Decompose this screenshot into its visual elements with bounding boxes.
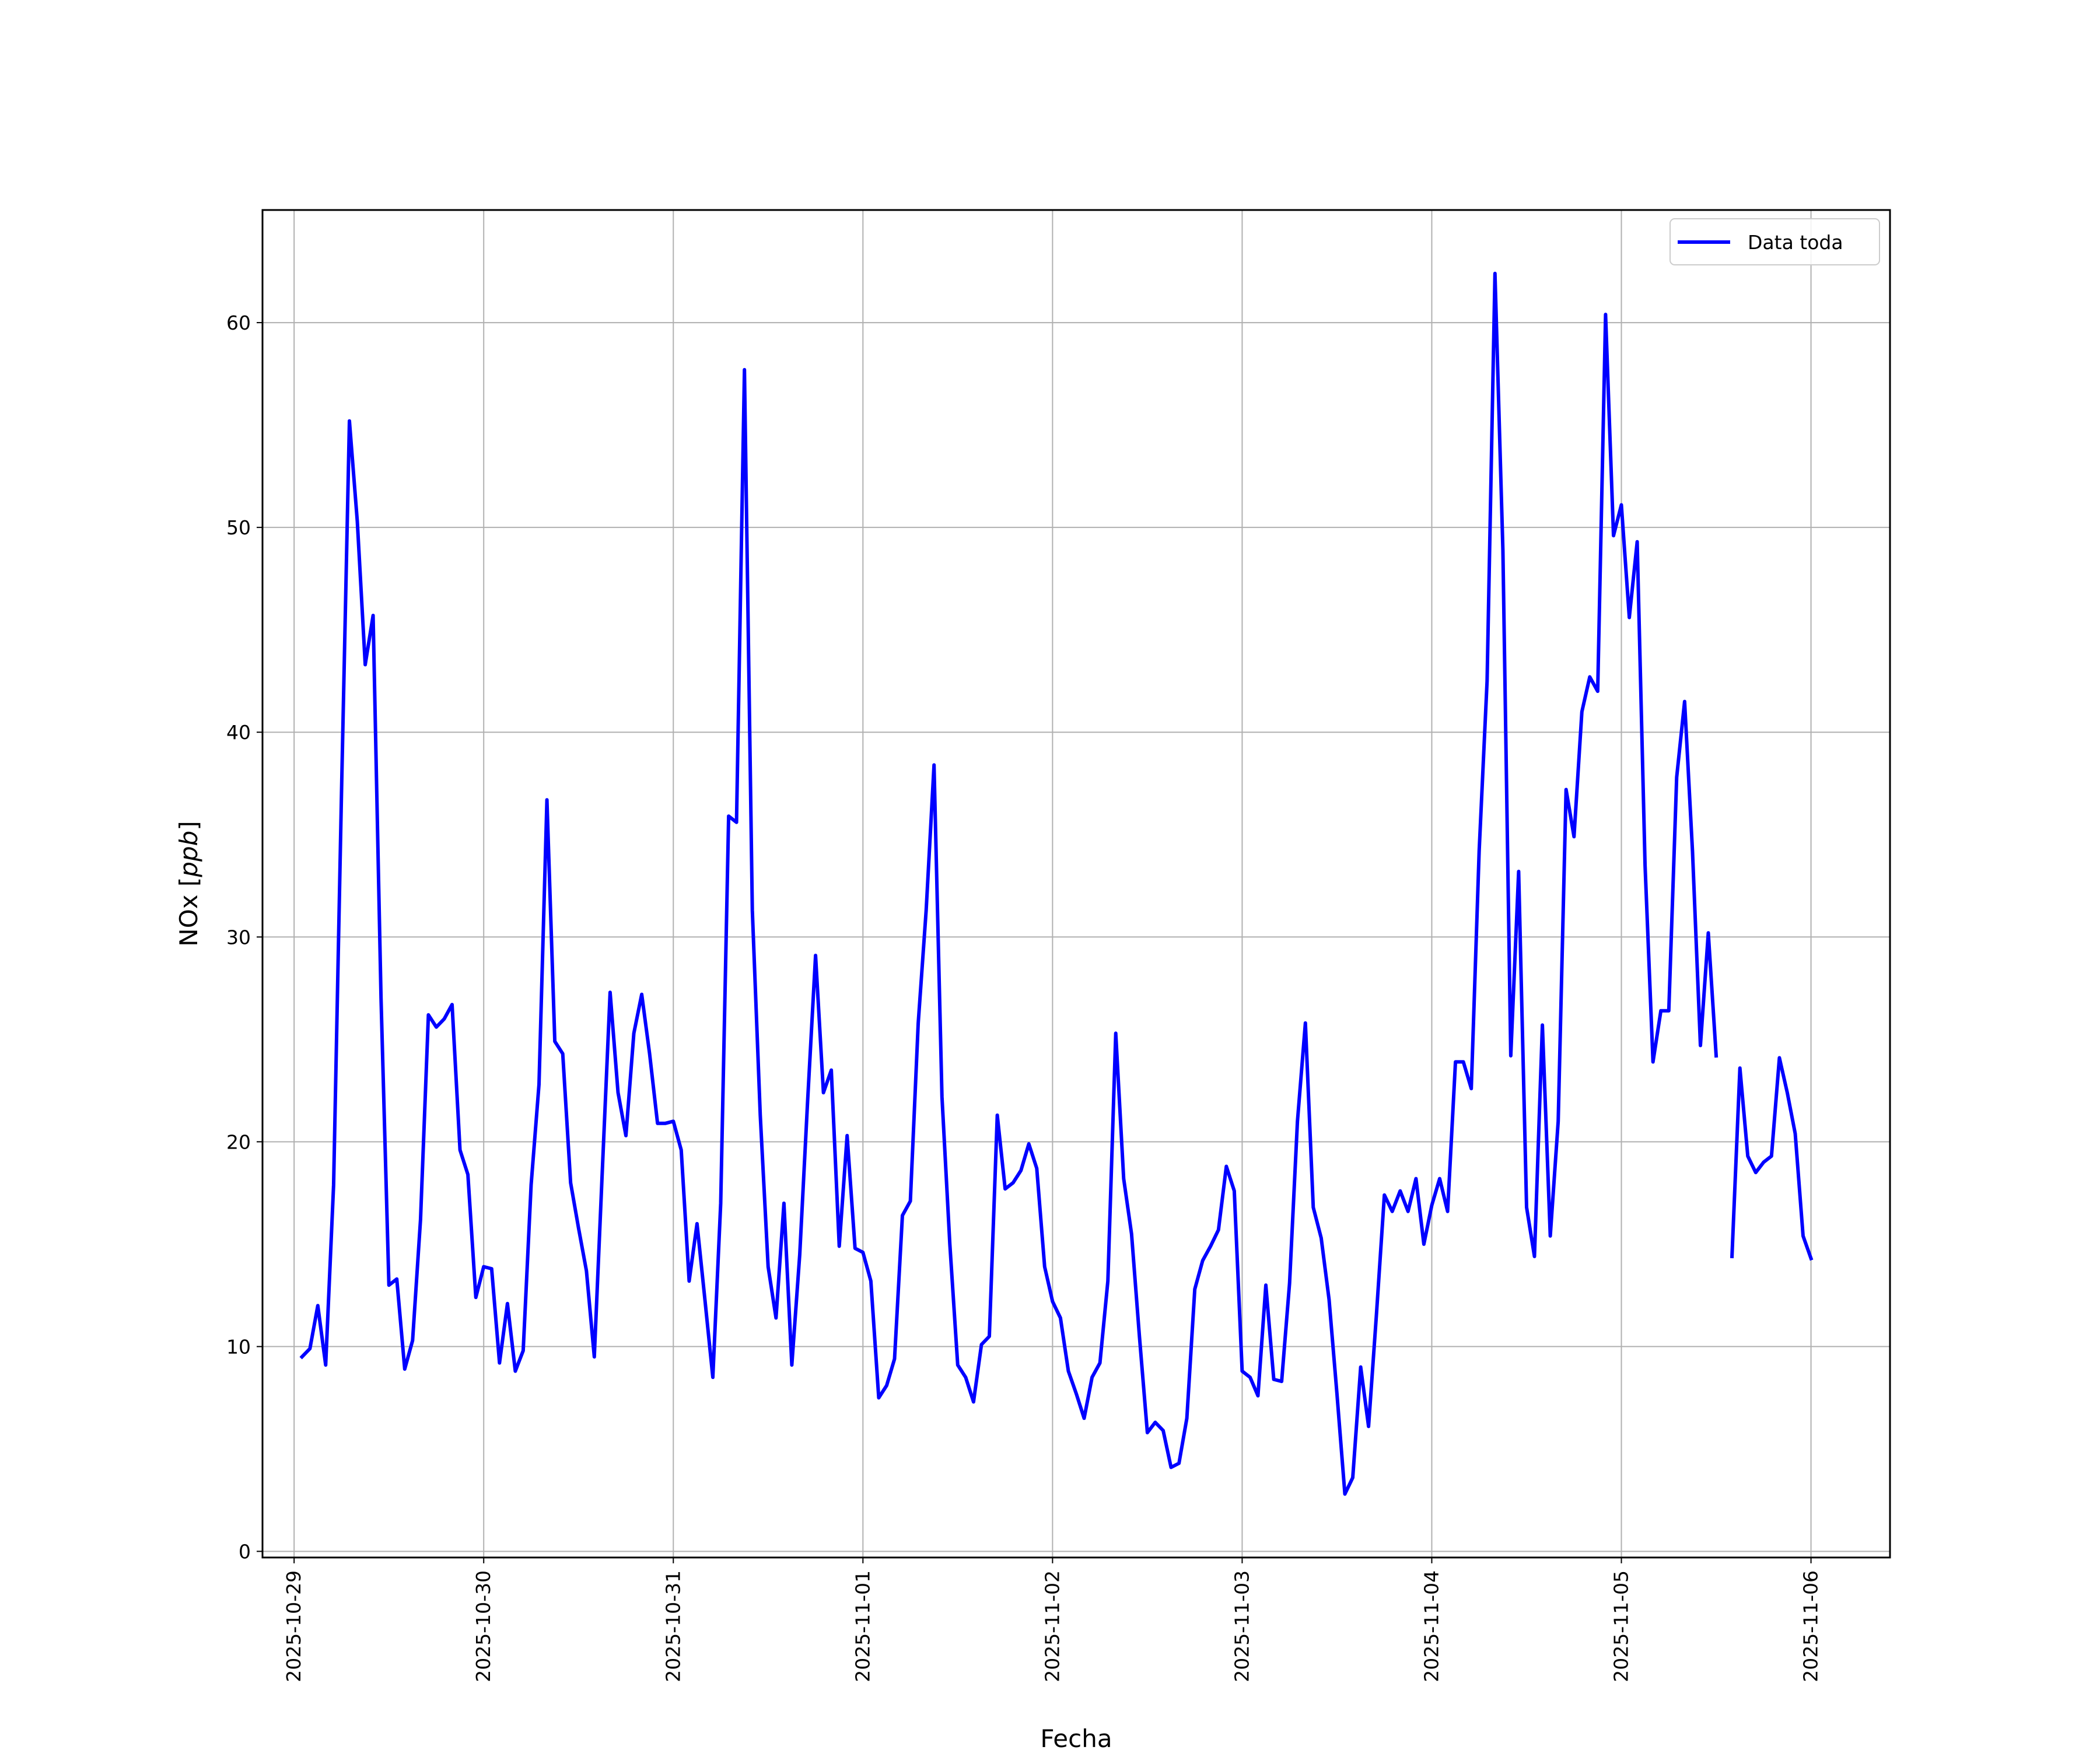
y-tick-label: 50 — [226, 516, 251, 539]
y-axis-label-unit: ppb — [174, 831, 203, 878]
y-tick-label: 20 — [226, 1130, 251, 1153]
y-tick-label: 40 — [226, 721, 251, 744]
y-tick-label: 10 — [226, 1335, 251, 1358]
legend-box — [1670, 218, 1880, 265]
x-tick-label: 2025-11-03 — [1230, 1570, 1253, 1682]
y-axis-ticks: 0 10 20 30 40 50 60 — [226, 312, 262, 1563]
y-axis-label-text: NOx [ — [174, 877, 203, 947]
series-line — [299, 271, 1718, 1496]
y-tick-label: 60 — [226, 312, 251, 334]
y-axis-label-close: ] — [174, 821, 203, 830]
x-tick-label: 2025-11-04 — [1420, 1570, 1443, 1682]
plot-area-frame — [261, 209, 1891, 1559]
series-lines — [299, 271, 1814, 1496]
series-line — [1730, 1056, 1814, 1261]
x-axis-ticks: 2025-10-29 2025-10-30 2025-10-31 2025-11-01… — [282, 1558, 1822, 1682]
x-axis-label: Fecha — [1040, 1724, 1112, 1750]
y-axis-label: NOx [ppb] — [174, 821, 203, 946]
x-tick-label: 2025-10-30 — [472, 1570, 495, 1682]
grid-lines — [262, 210, 1890, 1558]
y-tick-label: 0 — [239, 1540, 251, 1563]
x-tick-label: 2025-10-31 — [662, 1570, 684, 1682]
x-tick-label: 2025-11-05 — [1610, 1570, 1633, 1682]
x-tick-label: 2025-11-02 — [1041, 1570, 1063, 1682]
x-tick-label: 2025-11-06 — [1800, 1570, 1822, 1682]
y-tick-label: 30 — [226, 926, 251, 949]
x-tick-label: 2025-11-01 — [851, 1570, 874, 1682]
plot-area-background — [262, 210, 1890, 1558]
legend: Data toda — [1670, 218, 1880, 265]
x-tick-label: 2025-10-29 — [282, 1570, 305, 1682]
legend-label: Data toda — [1748, 231, 1843, 254]
